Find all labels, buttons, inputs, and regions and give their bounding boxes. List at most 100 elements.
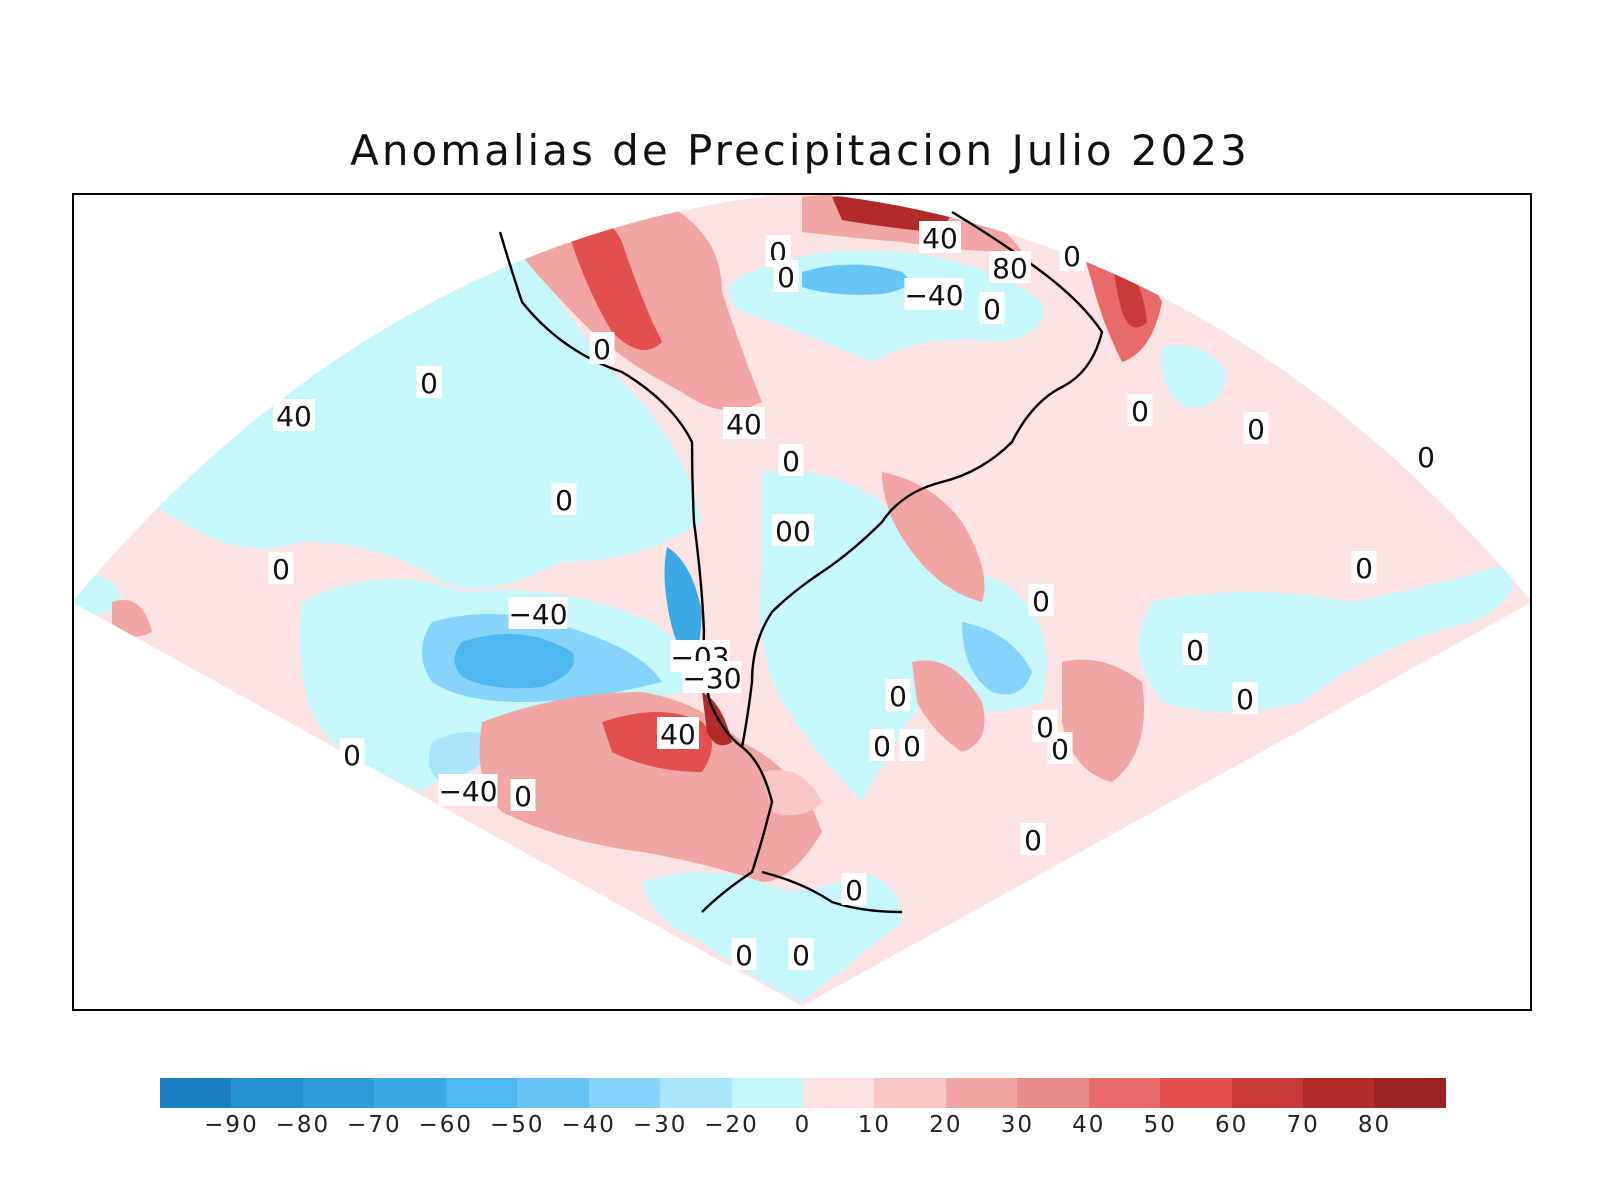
colorbar-swatch [1160, 1078, 1232, 1108]
contour-label-bg [1182, 633, 1208, 665]
contour-label: 0 [983, 293, 1001, 326]
contour-label: 0 [555, 484, 573, 517]
contour-label-bg [508, 597, 568, 629]
coastlines [498, 210, 1104, 914]
contour-label: 0 [1024, 824, 1042, 857]
contour-label: 40 [276, 400, 312, 433]
positive-region-southeast-b [1062, 659, 1144, 782]
colorbar-tick-label: 30 [1000, 1112, 1034, 1138]
contour-label-bg [885, 679, 911, 711]
colorbar-swatch [1088, 1078, 1161, 1108]
positive-region-mid-south [762, 770, 822, 816]
contour-label: 0 [1063, 240, 1081, 273]
contour-label: 0 [343, 739, 361, 772]
colorbar-swatch [1231, 1078, 1303, 1108]
contour-label-bg [438, 774, 498, 806]
colorbar-tick-label: 60 [1215, 1112, 1249, 1138]
colorbar-tick-label: −40 [561, 1112, 616, 1138]
contour-label-bg [1127, 394, 1153, 426]
contour-label-bg [339, 738, 365, 770]
map-frame: 40 80 0 −40 0 0 0 0 0 40 0 40 0 0 0 0 00 −40 −03 −30 40 0 0 0 0 0… [72, 193, 1532, 1011]
colorbar-tick-labels: −90 −80 −70 −60 −50 −40 −30 −20 0 10 20 30 40 50 60 70 8… [160, 1112, 1446, 1142]
negative-core-north [802, 264, 909, 295]
contour-label-bg [273, 399, 315, 431]
contour-label: 80 [992, 252, 1028, 285]
colorbar-tick-label: 50 [1143, 1112, 1177, 1138]
contour-label: 0 [889, 680, 907, 713]
colorbar-swatch [945, 1078, 1018, 1108]
negative-core-central [962, 622, 1032, 695]
colorbar-swatch [874, 1078, 946, 1108]
colorbar-tick-label: 40 [1072, 1112, 1106, 1138]
colorbar-swatch [302, 1078, 375, 1108]
contour-label-bg [773, 260, 799, 292]
contour-label: 0 [777, 261, 795, 294]
colorbar-tick-label: 0 [794, 1112, 812, 1138]
colorbar-swatch [445, 1078, 518, 1108]
contour-label-bg [1028, 584, 1054, 616]
contour-label-bg [1232, 682, 1258, 714]
colorbar-tick-label: −20 [704, 1112, 759, 1138]
contour-label: 0 [903, 730, 921, 763]
contour-label: 0 [1417, 441, 1435, 474]
negative-region-east [1139, 562, 1514, 712]
contour-label-bg [979, 292, 1005, 324]
positive-strong-andes-north [562, 210, 662, 350]
contour-label: 0 [420, 367, 438, 400]
colorbar-tick-label: 70 [1286, 1112, 1320, 1138]
contour-label: 0 [272, 553, 290, 586]
coastline-east [740, 210, 1104, 748]
contour-label-bg [589, 332, 615, 364]
colorbar-swatch [231, 1078, 303, 1108]
colorbar-tick-label: 80 [1357, 1112, 1392, 1138]
contour-label-bg [1413, 440, 1439, 472]
contour-label: 0 [792, 939, 810, 972]
contour-label-bg [657, 717, 699, 749]
colorbar-tick-label: 10 [857, 1112, 892, 1138]
contour-label: −30 [682, 662, 741, 695]
contour-label: 40 [726, 408, 762, 441]
contour-label: 0 [845, 874, 863, 907]
contour-label-bg [919, 221, 961, 253]
negative-region-northeast [1161, 344, 1227, 408]
contour-label: 0 [514, 780, 532, 813]
contour-label: 0 [1131, 395, 1149, 428]
colorbar [160, 1078, 1446, 1108]
contour-label-bg [1059, 239, 1085, 271]
colorbar-tick-label: −90 [204, 1112, 259, 1138]
contour-label-bg [510, 779, 536, 811]
contour-label-bg [268, 552, 294, 584]
contour-label: 0 [782, 445, 800, 478]
coastline-west [498, 231, 774, 913]
positive-region-brazil [882, 472, 985, 602]
contour-label: 40 [922, 222, 958, 255]
negative-strong-southwest [454, 634, 574, 689]
colorbar-tick-label: −30 [632, 1112, 688, 1138]
positive-region-far-west [112, 600, 152, 637]
contour-label: 0 [1036, 711, 1054, 744]
map-title: Anomalias de Precipitacion Julio 2023 [350, 126, 1250, 175]
contour-label-bg [723, 407, 765, 439]
positive-region-southeast-a [912, 660, 985, 752]
contour-label: 00 [775, 515, 811, 548]
contour-label: 0 [735, 939, 753, 972]
contour-label-bg [416, 366, 442, 398]
contour-label: 0 [1247, 413, 1265, 446]
contour-label: 0 [1032, 585, 1050, 618]
contour-label-bg [772, 514, 814, 546]
contour-label: 0 [1186, 634, 1204, 667]
negative-region-central [759, 470, 1047, 802]
contour-label-bg [989, 251, 1031, 283]
contour-label: 0 [593, 333, 611, 366]
contour-label-bg [778, 444, 804, 476]
colorbar-swatch [1017, 1078, 1089, 1108]
contour-label-bg [1351, 551, 1377, 583]
contour-label-bg [869, 729, 895, 761]
positive-region-south [479, 692, 822, 882]
contour-label: −40 [438, 775, 497, 808]
contour-label: −40 [904, 279, 963, 312]
contour-label-bg [899, 729, 925, 761]
contour-label-bg [682, 661, 742, 693]
